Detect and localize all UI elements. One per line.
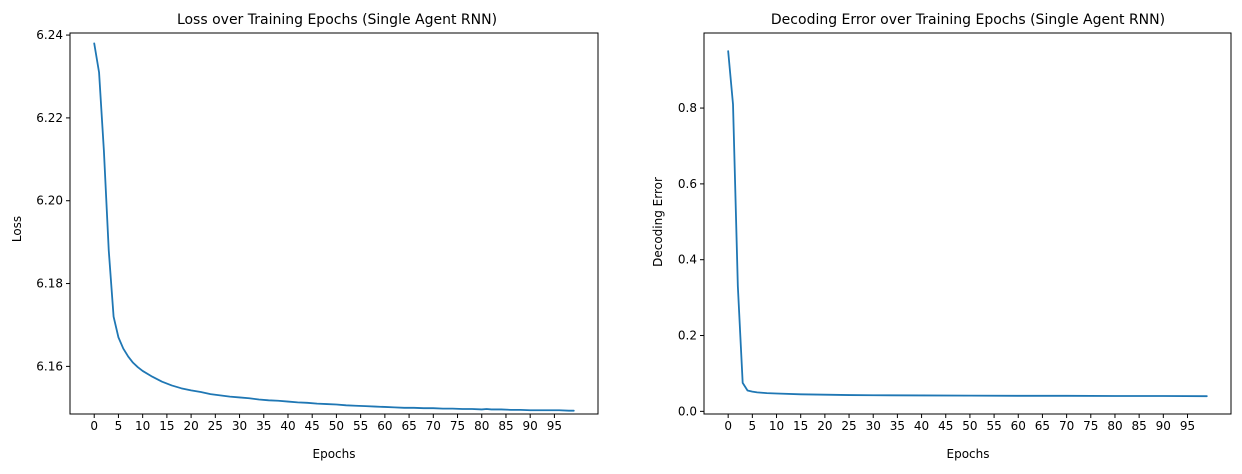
x-tick-label: 85	[498, 419, 513, 433]
y-tick-label: 6.20	[36, 194, 63, 208]
x-tick-label: 55	[986, 419, 1001, 433]
x-tick-label: 35	[890, 419, 905, 433]
x-tick-label: 30	[232, 419, 247, 433]
x-tick-label: 85	[1131, 419, 1146, 433]
x-tick-label: 95	[1180, 419, 1195, 433]
x-tick-label: 95	[547, 419, 562, 433]
x-tick-label: 65	[1035, 419, 1050, 433]
x-tick-label: 20	[817, 419, 832, 433]
y-tick-label: 6.18	[36, 277, 63, 291]
decoding-error-chart: Decoding Error over Training Epochs (Sin…	[651, 12, 1232, 461]
series-group	[93, 42, 575, 412]
x-tick-label: 90	[1156, 419, 1171, 433]
axis-ticks: 0 5 10 15 20 25 30 35 40 45 50 55 60 65 70 75 80 85 90 95 6.…	[36, 28, 562, 433]
x-tick-label: 75	[450, 419, 465, 433]
x-axis-label: Epochs	[947, 447, 990, 461]
x-tick-label: 40	[280, 419, 295, 433]
y-tick-label: 6.24	[36, 28, 63, 42]
y-axis-label: Decoding Error	[651, 177, 665, 267]
x-tick-label: 0	[724, 419, 732, 433]
x-tick-label: 45	[305, 419, 320, 433]
x-tick-label: 60	[377, 419, 392, 433]
series-line	[93, 42, 575, 412]
x-tick-label: 55	[353, 419, 368, 433]
y-axis-label: Loss	[10, 216, 24, 242]
x-tick-label: 45	[938, 419, 953, 433]
x-tick-label: 25	[208, 419, 223, 433]
x-tick-label: 5	[749, 419, 757, 433]
axis-ticks: 0 5 10 15 20 25 30 35 40 45 50 55 60 65 70 75 80 85 90 95 0.…	[678, 101, 1195, 433]
x-tick-label: 15	[159, 419, 174, 433]
x-tick-label: 50	[962, 419, 977, 433]
x-tick-label: 5	[115, 419, 123, 433]
y-tick-label: 0.0	[678, 404, 697, 418]
series-group	[727, 50, 1208, 398]
y-tick-label: 6.22	[36, 111, 63, 125]
loss-chart: Loss over Training Epochs (Single Agent …	[10, 12, 599, 461]
x-tick-label: 10	[769, 419, 784, 433]
plot-frame	[69, 32, 599, 415]
x-tick-label: 30	[866, 419, 881, 433]
y-tick-label: 0.6	[678, 177, 697, 191]
x-axis-label: Epochs	[313, 447, 356, 461]
y-tick-label: 6.16	[36, 359, 63, 373]
y-tick-label: 0.4	[678, 253, 697, 267]
x-tick-label: 60	[1011, 419, 1026, 433]
x-tick-label: 90	[523, 419, 538, 433]
chart-title: Loss over Training Epochs (Single Agent …	[177, 12, 497, 28]
x-tick-label: 20	[183, 419, 198, 433]
x-tick-label: 15	[793, 419, 808, 433]
chart-title: Decoding Error over Training Epochs (Sin…	[771, 12, 1165, 28]
x-tick-label: 25	[841, 419, 856, 433]
x-tick-label: 0	[90, 419, 98, 433]
x-tick-label: 10	[135, 419, 150, 433]
x-tick-label: 70	[1059, 419, 1074, 433]
x-tick-label: 80	[1107, 419, 1122, 433]
x-tick-label: 70	[426, 419, 441, 433]
x-tick-label: 65	[401, 419, 416, 433]
x-tick-label: 50	[329, 419, 344, 433]
series-line	[727, 50, 1208, 398]
plot-frame	[703, 32, 1232, 415]
x-tick-label: 40	[914, 419, 929, 433]
y-tick-label: 0.2	[678, 329, 697, 343]
y-tick-label: 0.8	[678, 101, 697, 115]
x-tick-label: 35	[256, 419, 271, 433]
x-tick-label: 80	[474, 419, 489, 433]
x-tick-label: 75	[1083, 419, 1098, 433]
